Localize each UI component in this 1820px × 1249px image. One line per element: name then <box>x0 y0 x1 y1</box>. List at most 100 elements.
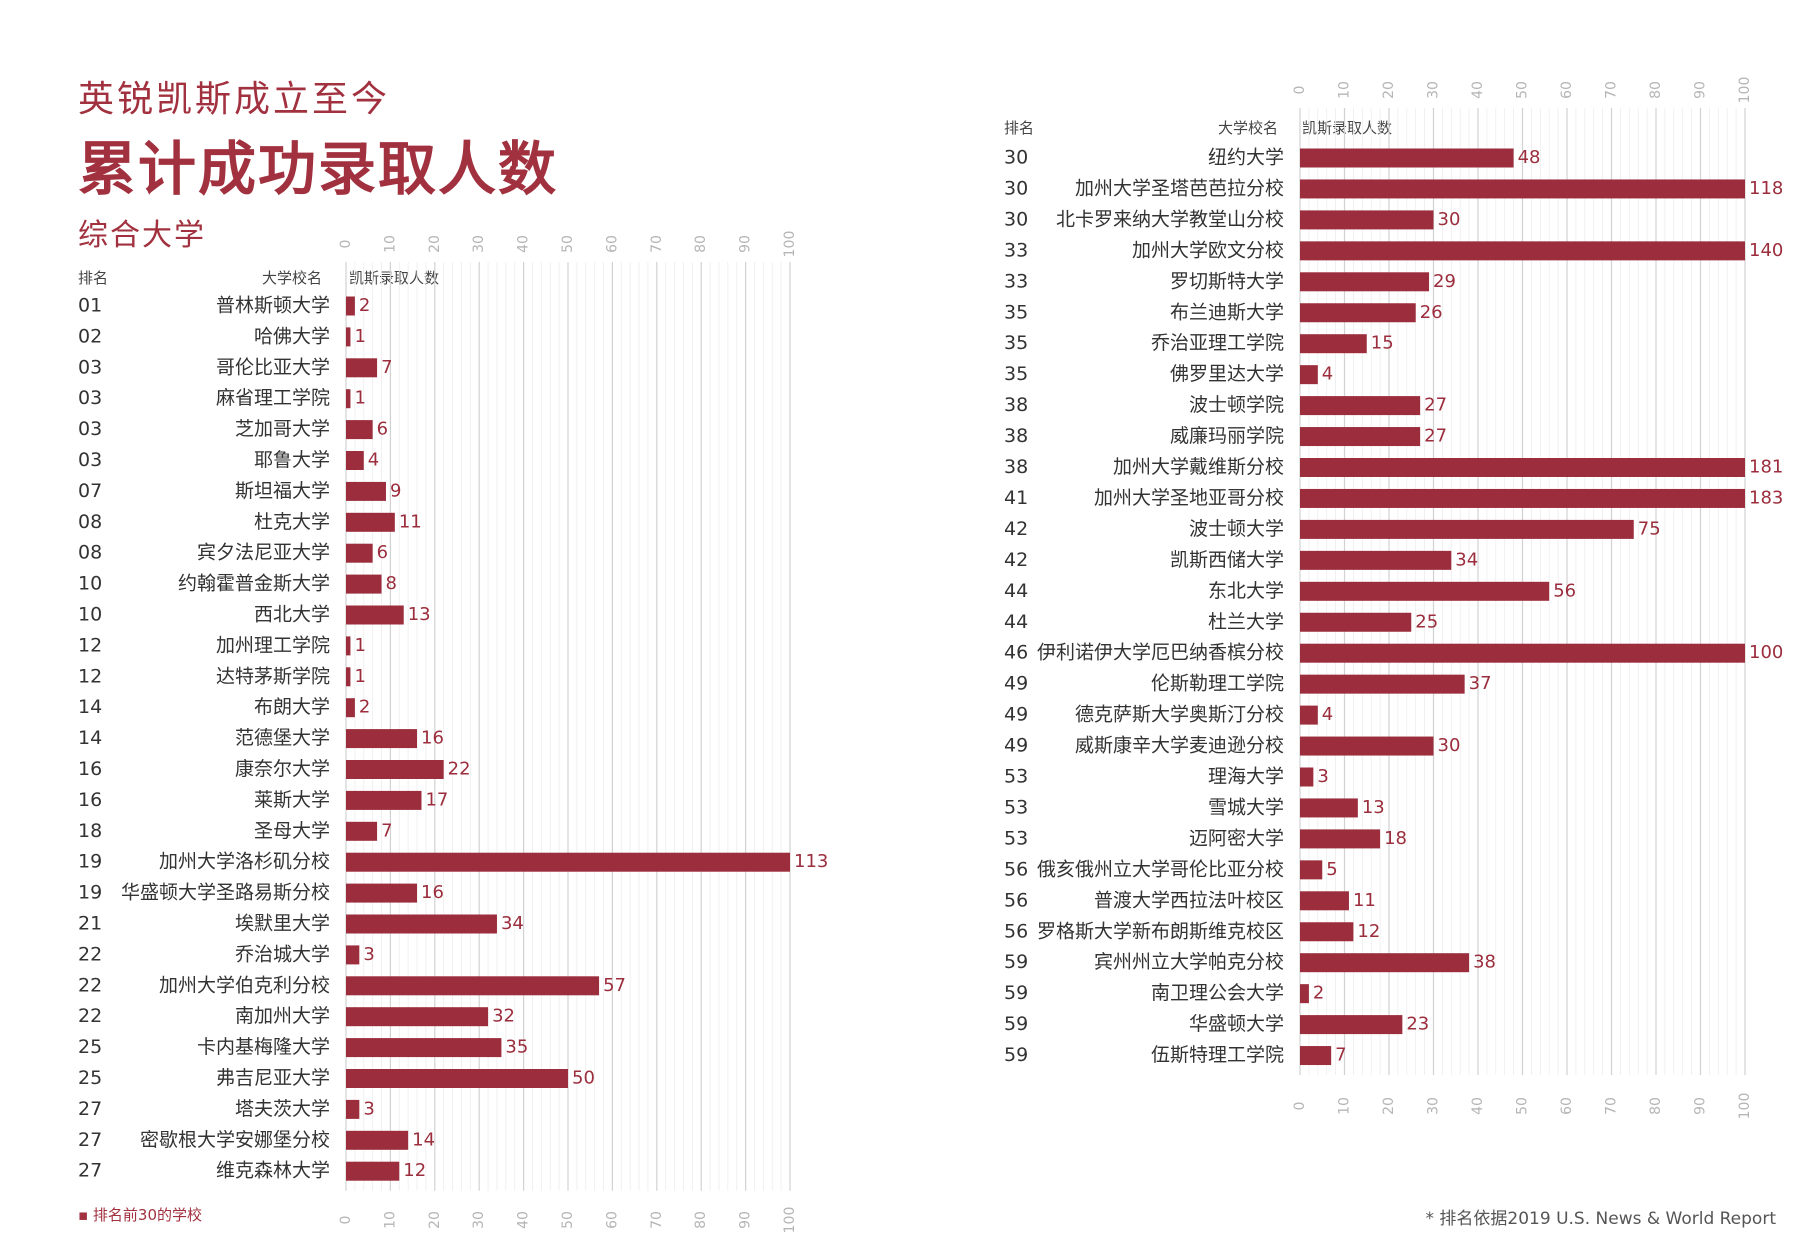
rank-label: 35 <box>1004 363 1028 385</box>
value-label: 57 <box>603 975 626 996</box>
school-label: 麻省理工学院 <box>216 387 330 409</box>
value-label: 1 <box>354 635 365 656</box>
bar <box>346 420 373 440</box>
bar <box>1300 581 1550 601</box>
tick-label-top: 70 <box>649 235 665 253</box>
bar <box>346 1069 568 1088</box>
value-label: 22 <box>448 759 471 780</box>
value-label: 7 <box>381 357 392 378</box>
school-label: 芝加哥大学 <box>235 418 330 440</box>
school-label: 华盛顿大学圣路易斯分校 <box>121 882 330 904</box>
value-label: 4 <box>368 450 379 471</box>
value-label: 11 <box>399 511 422 532</box>
school-label: 耶鲁大学 <box>254 449 330 471</box>
rank-label: 38 <box>1004 394 1028 416</box>
rank-label: 02 <box>78 325 102 347</box>
bar <box>1300 860 1323 880</box>
value-label: 2 <box>359 295 370 316</box>
school-label: 伦斯勒理工学院 <box>1151 673 1284 695</box>
rank-label: 44 <box>1004 580 1028 602</box>
right-rank-header: 排名 <box>1004 119 1035 137</box>
page-subtitle: 英锐凯斯成立至今 <box>78 79 391 120</box>
value-label: 30 <box>1438 735 1461 756</box>
tick-label-bottom: 0 <box>338 1216 354 1225</box>
rank-label: 18 <box>78 820 102 842</box>
tick-label-bottom: 70 <box>649 1211 665 1229</box>
school-label: 密歇根大学安娜堡分校 <box>140 1129 330 1151</box>
value-label: 25 <box>1415 611 1438 632</box>
rank-label: 08 <box>78 542 102 564</box>
bar <box>346 481 386 501</box>
value-label: 38 <box>1473 952 1496 973</box>
value-label: 29 <box>1433 271 1456 292</box>
rank-label: 46 <box>1004 642 1028 664</box>
left-rank-header: 排名 <box>78 269 109 287</box>
rank-label: 49 <box>1004 673 1028 695</box>
value-label: 18 <box>1384 828 1407 849</box>
tick-label-top: 60 <box>1559 81 1575 99</box>
bar <box>1300 488 1745 508</box>
value-label: 4 <box>1322 704 1333 725</box>
school-label: 约翰霍普金斯大学 <box>178 573 330 595</box>
value-label: 3 <box>363 944 374 965</box>
value-label: 11 <box>1353 890 1376 911</box>
bar <box>346 605 404 625</box>
bar <box>1300 1046 1332 1066</box>
rank-label: 59 <box>1004 982 1028 1004</box>
value-label: 2 <box>1313 983 1324 1004</box>
bar <box>1300 705 1318 725</box>
rank-label: 22 <box>78 974 102 996</box>
rank-label: 12 <box>78 634 102 656</box>
bar <box>346 327 351 347</box>
school-label: 布朗大学 <box>254 696 330 718</box>
value-label: 37 <box>1469 673 1492 694</box>
bar <box>346 296 355 316</box>
value-label: 23 <box>1406 1014 1429 1035</box>
bar <box>346 636 351 656</box>
value-label: 100 <box>1749 642 1783 663</box>
bar <box>1300 210 1434 230</box>
bar <box>1300 767 1314 787</box>
bar <box>1300 736 1434 756</box>
value-label: 3 <box>1317 766 1328 787</box>
bar <box>1300 303 1416 323</box>
school-label: 普林斯顿大学 <box>216 295 330 317</box>
bar <box>1300 1015 1403 1035</box>
tick-label-top: 100 <box>1737 77 1753 104</box>
rank-label: 33 <box>1004 239 1028 261</box>
tick-label-bottom: 80 <box>693 1211 709 1229</box>
rank-label: 10 <box>78 604 102 626</box>
rank-label: 53 <box>1004 827 1028 849</box>
school-label: 雪城大学 <box>1208 796 1284 818</box>
rank-label: 27 <box>78 1098 102 1120</box>
bar <box>346 667 351 687</box>
bar <box>346 512 395 532</box>
value-label: 7 <box>381 820 392 841</box>
school-label: 南加州大学 <box>235 1005 330 1027</box>
value-label: 26 <box>1420 302 1443 323</box>
tick-label-top: 90 <box>1693 81 1709 99</box>
school-label: 北卡罗来纳大学教堂山分校 <box>1056 208 1284 230</box>
value-label: 12 <box>403 1160 426 1181</box>
left-school-header: 大学校名 <box>262 269 323 287</box>
tick-label-bottom: 90 <box>1693 1097 1709 1115</box>
value-label: 1 <box>354 666 365 687</box>
school-label: 布兰迪斯大学 <box>1170 301 1284 323</box>
value-label: 113 <box>794 851 828 872</box>
bar <box>346 790 422 810</box>
value-label: 16 <box>421 728 444 749</box>
value-label: 3 <box>363 1098 374 1119</box>
rank-label: 16 <box>78 758 102 780</box>
value-label: 140 <box>1749 240 1783 261</box>
bar <box>346 1007 489 1027</box>
bar <box>346 760 444 779</box>
tick-label-top: 70 <box>1604 81 1620 99</box>
rank-label: 01 <box>78 295 102 317</box>
value-label: 6 <box>377 419 388 440</box>
tick-label-bottom: 10 <box>382 1211 398 1229</box>
school-label: 加州理工学院 <box>216 634 330 656</box>
section-title: 综合大学 <box>78 218 206 253</box>
value-label: 34 <box>501 913 524 934</box>
